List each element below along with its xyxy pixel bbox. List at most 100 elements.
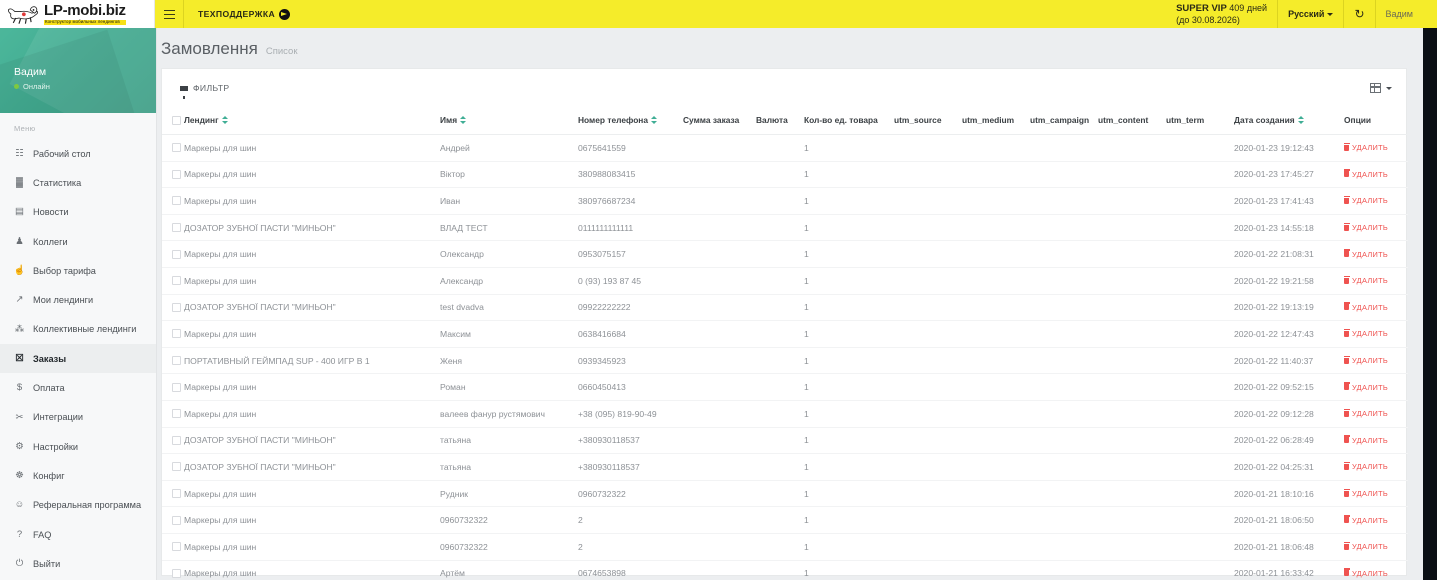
user-menu-button[interactable]: Вадим [1374,0,1423,28]
table-row[interactable]: Маркеры для шин Рудник 0960732322 1 2020-01-… [162,480,1408,508]
row-checkbox[interactable] [172,356,181,366]
table-row[interactable]: Маркеры для шин 0960732322 2 1 2020-01-21 18… [162,533,1408,561]
delete-row-button[interactable]: УДАЛИТЬ [1344,355,1388,365]
sort-arrows-icon[interactable] [1297,115,1304,124]
brand-logo[interactable]: LP-mobi.biz Конструктор мобильных лендин… [0,0,155,28]
delete-row-button[interactable]: УДАЛИТЬ [1344,275,1388,285]
cell-name: ВЛАД ТЕСТ [440,214,578,242]
language-selector[interactable]: Русский [1277,0,1343,28]
sidebar-item-11[interactable]: ☸ Конфиг [0,461,156,490]
cell-utm-campaign [1030,294,1098,322]
sidebar-item-1[interactable]: ▓ Статистика [0,168,156,197]
sidebar-item-12[interactable]: ☺ Реферальная программа [0,491,156,520]
delete-row-button[interactable]: УДАЛИТЬ [1344,408,1388,418]
table-row[interactable]: ПОРТАТИВНЫЙ ГЕЙМПАД SUP - 400 ИГР В 1 Жен… [162,347,1408,375]
column-header-label: utm_medium [962,115,1015,125]
row-select-cell [162,161,184,189]
sort-arrows-icon[interactable] [221,115,228,124]
delete-row-button[interactable]: УДАЛИТЬ [1344,142,1388,152]
filter-button[interactable]: ФИЛЬТР [180,83,230,99]
sidebar-toggle-button[interactable] [155,0,184,28]
delete-row-button[interactable]: УДАЛИТЬ [1344,541,1388,551]
sort-arrows-icon[interactable] [460,115,467,124]
cell-landing: Маркеры для шин [184,134,440,162]
sidebar-item-3[interactable]: ♟ Коллеги [0,227,156,256]
cell-utm-term [1166,427,1234,455]
row-checkbox[interactable] [172,143,181,153]
table-row[interactable]: ДОЗАТОР ЗУБНОЇ ПАСТИ "МИНЬОН" test dvadva… [162,294,1408,322]
row-checkbox[interactable] [172,542,181,552]
sidebar-item-2[interactable]: ▤ Новости [0,198,156,227]
row-checkbox[interactable] [172,302,181,312]
table-row[interactable]: Маркеры для шин 0960732322 2 1 2020-01-21 18… [162,506,1408,534]
delete-row-button[interactable]: УДАЛИТЬ [1344,488,1388,498]
cell-utm-term [1166,560,1234,580]
row-checkbox[interactable] [172,382,181,392]
delete-row-button[interactable]: УДАЛИТЬ [1344,568,1388,578]
refresh-button[interactable]: ↻ [1343,0,1374,28]
delete-row-button[interactable]: УДАЛИТЬ [1344,222,1388,232]
select-all-checkbox[interactable] [172,115,181,125]
sidebar-item-label: Интеграции [33,412,83,423]
table-row[interactable]: Маркеры для шин валеев фанур рустямович +3… [162,400,1408,428]
table-row[interactable]: Маркеры для шин Максим 0638416684 1 2020-01-… [162,320,1408,348]
column-header-2[interactable]: Номер телефона [578,107,683,135]
table-row[interactable]: Маркеры для шин Олександр 0953075157 1 2020-… [162,240,1408,268]
table-row[interactable]: Маркеры для шин Андрей 0675641559 1 2020-01-… [162,134,1408,162]
row-checkbox[interactable] [172,169,181,179]
column-header-11[interactable]: Дата создания [1234,107,1344,135]
row-checkbox[interactable] [172,329,181,339]
delete-row-button[interactable]: УДАЛИТЬ [1344,302,1388,312]
sidebar-item-7[interactable]: ☒ Заказы [0,344,156,374]
table-row[interactable]: Маркеры для шин Александр 0 (93) 193 87 45… [162,267,1408,295]
delete-label: УДАЛИТЬ [1352,515,1389,525]
delete-row-button[interactable]: УДАЛИТЬ [1344,382,1388,392]
sidebar-item-9[interactable]: ✂ Интеграции [0,403,156,432]
orders-card: ФИЛЬТР Лендинг Имя Номер телефона Сумма зак… [161,68,1408,580]
table-row[interactable]: Маркеры для шин Віктор 380988083415 1 2020-0… [162,161,1408,189]
row-checkbox[interactable] [172,196,181,206]
row-checkbox[interactable] [172,435,181,445]
sidebar-item-label: Настройки [33,441,79,452]
sidebar-item-0[interactable]: ☷ Рабочий стол [0,139,156,168]
delete-row-button[interactable]: УДАЛИТЬ [1344,169,1388,179]
sidebar-item-14[interactable]: ⏻ Выйти [0,549,156,578]
row-checkbox[interactable] [172,249,181,259]
row-checkbox[interactable] [172,462,181,472]
sidebar-item-8[interactable]: $ Оплата [0,373,156,402]
cell-options: УДАЛИТЬ [1344,134,1408,162]
column-visibility-button[interactable] [1370,83,1392,93]
delete-row-button[interactable]: УДАЛИТЬ [1344,461,1388,471]
cell-phone: 0939345923 [578,347,683,375]
column-header-0[interactable]: Лендинг [184,107,440,135]
table-row[interactable]: Маркеры для шин Роман 0660450413 1 2020-01-2… [162,373,1408,401]
table-row[interactable]: Маркеры для шин Артём 0674653898 1 2020-01-2… [162,560,1408,580]
sidebar-item-5[interactable]: ↗ Мои лендинги [0,285,156,314]
sidebar-item-13[interactable]: ? FAQ [0,520,156,549]
sidebar-item-6[interactable]: ⁂ Коллективные лендинги [0,315,156,344]
delete-row-button[interactable]: УДАЛИТЬ [1344,195,1388,205]
sidebar-item-label: Статистика [33,177,82,188]
row-checkbox[interactable] [172,276,181,286]
table-row[interactable]: ДОЗАТОР ЗУБНОЇ ПАСТИ "МИНЬОН" татьяна +380… [162,453,1408,481]
table-row[interactable]: ДОЗАТОР ЗУБНОЇ ПАСТИ "МИНЬОН" татьяна +380… [162,427,1408,455]
row-checkbox[interactable] [172,223,181,233]
row-checkbox[interactable] [172,489,181,499]
sort-arrows-icon[interactable] [651,115,658,124]
table-row[interactable]: ДОЗАТОР ЗУБНОЇ ПАСТИ "МИНЬОН" ВЛАД ТЕСТ 01… [162,214,1408,242]
delete-row-button[interactable]: УДАЛИТЬ [1344,328,1388,338]
cell-options: УДАЛИТЬ [1344,480,1408,508]
row-checkbox[interactable] [172,515,181,525]
table-row[interactable]: Маркеры для шин Иван 380976687234 1 2020-01-… [162,187,1408,215]
row-checkbox[interactable] [172,409,181,419]
cell-landing: Маркеры для шин [184,240,440,268]
delete-row-button[interactable]: УДАЛИТЬ [1344,435,1388,445]
sidebar-item-10[interactable]: ⚙ Настройки [0,432,156,461]
row-checkbox[interactable] [172,568,181,578]
column-header-1[interactable]: Имя [440,107,578,135]
support-link[interactable]: ТЕХПОДДЕРЖКА [184,8,304,20]
sidebar-item-4[interactable]: ☝ Выбор тарифа [0,256,156,285]
delete-row-button[interactable]: УДАЛИТЬ [1344,249,1388,259]
cell-landing: Маркеры для шин [184,480,440,508]
delete-row-button[interactable]: УДАЛИТЬ [1344,515,1389,525]
